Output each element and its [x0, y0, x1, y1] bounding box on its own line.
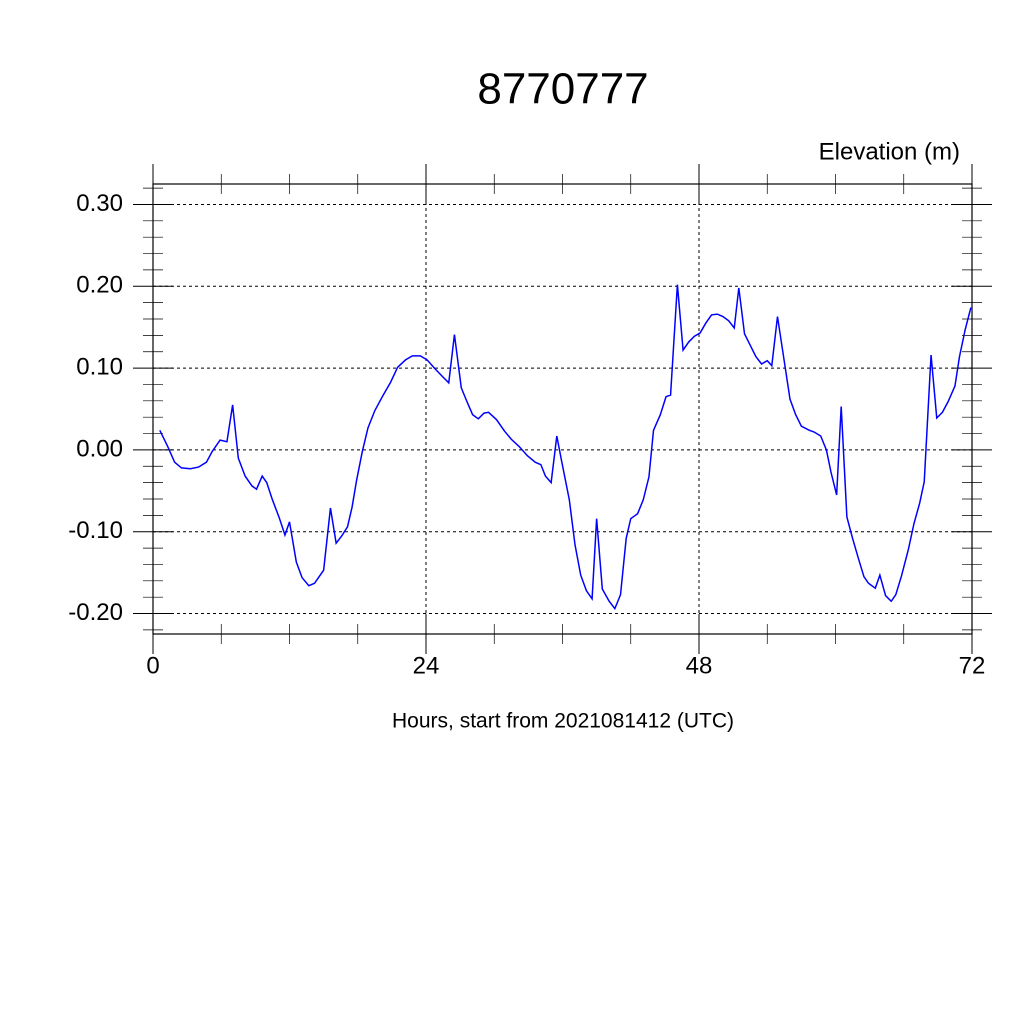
x-tick-label: 72: [959, 652, 986, 679]
y-axis-label: Elevation (m): [819, 138, 960, 165]
plot-frame: [152, 183, 973, 635]
y-tick-label: -0.20: [68, 599, 123, 626]
x-tick-label: 0: [146, 652, 159, 679]
x-tick-label: 48: [686, 652, 713, 679]
x-axis-label: Hours, start from 2021081412 (UTC): [392, 710, 734, 733]
x-tick-label: 24: [413, 652, 440, 679]
y-tick-label: 0.10: [76, 353, 123, 380]
y-tick-label: -0.10: [68, 517, 123, 544]
y-tick-label: 0.00: [76, 435, 123, 462]
y-tick-label: 0.20: [76, 272, 123, 299]
data-line: [159, 284, 972, 611]
chart-title: 8770777: [477, 65, 648, 114]
y-tick-label: 0.30: [76, 190, 123, 217]
